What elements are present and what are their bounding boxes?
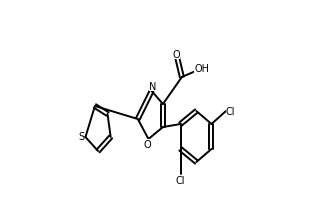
Text: OH: OH bbox=[194, 64, 209, 74]
Text: Cl: Cl bbox=[176, 175, 185, 185]
Text: O: O bbox=[144, 139, 151, 149]
Text: O: O bbox=[172, 50, 180, 60]
Text: Cl: Cl bbox=[226, 106, 235, 116]
Text: N: N bbox=[149, 82, 156, 92]
Text: S: S bbox=[78, 131, 84, 141]
